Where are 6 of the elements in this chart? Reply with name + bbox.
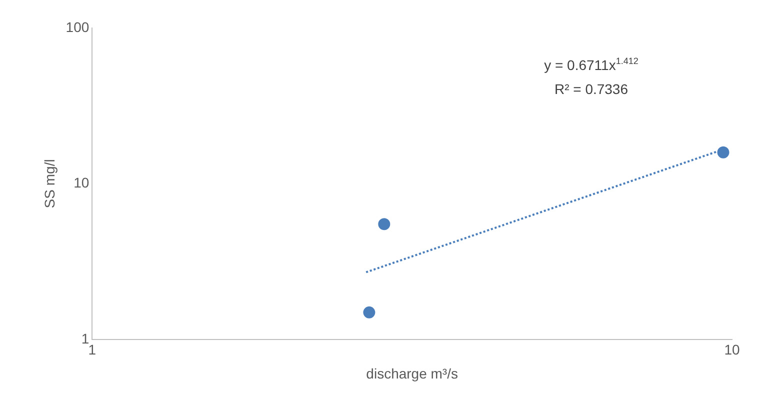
y-tick-label: 10 — [74, 174, 90, 191]
x-axis-title: discharge m³/s — [366, 365, 458, 382]
y-tick-label: 100 — [66, 18, 90, 35]
y-tick-label: 1 — [81, 330, 90, 346]
annotation: R² = 0.7336 — [554, 81, 628, 97]
y-axis-title: SS mg/l — [41, 159, 58, 208]
